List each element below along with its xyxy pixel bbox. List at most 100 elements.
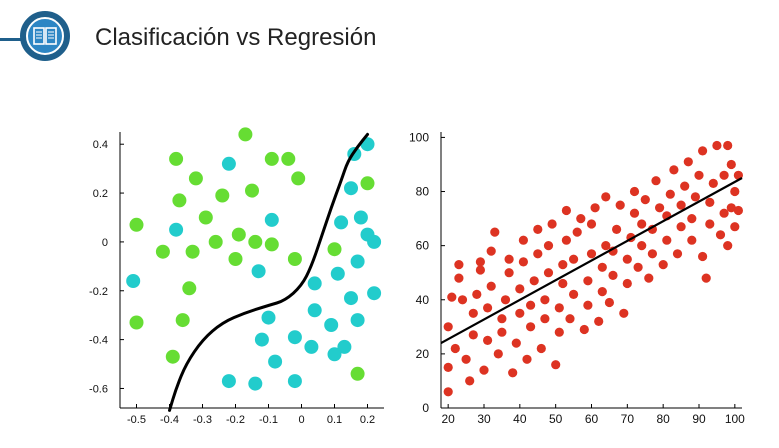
chart-2-series-1-point [629, 186, 640, 197]
chart-2-series-1-point [705, 219, 715, 229]
chart-2-series-1-point [619, 308, 629, 318]
chart-1-series-1-point [231, 227, 246, 242]
chart-2-series-1-point [486, 246, 496, 256]
chart-1-series-2-point [169, 222, 184, 237]
chart-2-series-1-point [540, 295, 550, 305]
y-tick-label: -0.4 [89, 335, 108, 347]
y-tick-label: 100 [409, 130, 429, 144]
chart-2-series-1-point [472, 289, 482, 299]
chart-2-series-1-point [483, 303, 493, 313]
chart-2-series-1-point [629, 208, 640, 218]
chart-1-series-2-point [304, 339, 319, 354]
chart-2-series-1-point [558, 260, 568, 270]
chart-2-series-1-point [504, 254, 514, 264]
chart-2-series-1-point [612, 224, 622, 234]
chart-2-series-1-point [479, 365, 489, 375]
chart-2-series-1-point [694, 170, 704, 180]
chart-1-series-1-point [169, 151, 184, 166]
chart-2-series-1-point [579, 324, 589, 335]
y-tick-label: 0 [422, 401, 429, 415]
y-tick-label: -0.2 [89, 286, 108, 298]
chart-1-series-1-point [185, 244, 200, 259]
chart-1-series-1-point [188, 171, 203, 186]
chart-1-series-2-point [353, 210, 368, 225]
chart-1-series-1-point [245, 183, 259, 198]
chart-1-series-2-point [344, 291, 358, 306]
chart-2-series-1-point [497, 314, 507, 324]
chart-1-series-2-point [287, 330, 302, 345]
chart-2-series-1-point [565, 314, 575, 324]
chart-2-series-1-point [651, 176, 661, 186]
chart-2-series-1-point [715, 230, 726, 240]
chart-2-series-1-point [536, 343, 546, 354]
chart-2-series-1-point [622, 254, 632, 264]
y-tick-label: 80 [416, 185, 430, 199]
x-tick-label: 0.1 [327, 414, 342, 426]
x-tick-label: 0.2 [360, 414, 375, 426]
chart-2-series-1-point [723, 140, 733, 151]
chart-1-series-2-point [367, 234, 382, 249]
chart-1-series-1-point [175, 313, 190, 328]
x-tick-label: 0 [298, 414, 304, 426]
chart-2-series-1-point [461, 354, 471, 364]
y-tick-label: 0 [102, 237, 108, 249]
chart-2-series-1-point [586, 219, 597, 229]
chart-1-series-2-point [254, 332, 269, 347]
chart-1-series-2-point [307, 303, 322, 318]
chart-1-series-2-point [327, 347, 342, 362]
chart-1-series-2-point [268, 354, 283, 369]
chart-2-series-1-point [719, 170, 729, 180]
header-accent-line [0, 38, 26, 41]
chart-2-series-1-point [497, 327, 507, 337]
chart-2-series-1-point [486, 281, 496, 291]
chart-2-series-1-point [583, 276, 593, 286]
chart-2-series-1-point [647, 249, 658, 259]
chart-1-series-1-point [165, 349, 180, 364]
x-tick-label: 100 [725, 412, 745, 426]
chart-2-series-1-point [622, 278, 632, 289]
x-tick-label: -0.5 [127, 414, 146, 426]
chart-2-series-1-point [468, 330, 478, 340]
chart-1-series-1-point [248, 234, 263, 249]
chart-2-series-1-point [561, 205, 572, 216]
chart-2-series-1-point [558, 278, 568, 289]
chart-1-series-2-point [307, 276, 322, 291]
chart-1-series-1-point [264, 237, 279, 252]
chart-1-series-1-point [208, 234, 223, 249]
chart-2-series-1-point [569, 289, 579, 299]
chart-2-series-1-point [730, 186, 740, 197]
y-tick-label: 60 [416, 239, 430, 253]
chart-1-series-2-point [126, 274, 141, 288]
chart-2-series-1-point [554, 303, 564, 313]
chart-2-series-1-point [726, 203, 736, 213]
x-tick-label: -0.3 [193, 414, 212, 426]
chart-1-series-1-point [327, 242, 342, 257]
chart-2-series-1-point [475, 257, 485, 267]
chart-2-series-1-point [637, 219, 647, 229]
chart-1-series-1-point [182, 281, 197, 296]
x-tick-label: -0.2 [226, 414, 245, 426]
chart-2-series-1-point [572, 227, 582, 237]
chart-2-series-1-point [533, 224, 543, 234]
chart-1-series-2-point [330, 266, 345, 281]
chart-1-series-1-point [350, 366, 365, 381]
chart-1-series-2-point [334, 215, 349, 230]
chart-2-series-1-point [543, 241, 554, 251]
chart-2-series-1-point [723, 241, 733, 251]
chart-1-series-1-point [291, 171, 306, 186]
chart-2-series-1-point [518, 235, 529, 245]
chart-2-series-1-point [493, 349, 503, 359]
chart-2-series-1-point [601, 241, 611, 251]
chart-2-series-1-point [515, 284, 525, 294]
chart-2-series-1-point [447, 292, 457, 302]
regression-line [440, 177, 743, 345]
chart-2-series-1-point [583, 300, 593, 310]
chart-2-series-1-point [608, 270, 618, 280]
chart-2-series-1-point [633, 262, 643, 272]
chart-1-series-1-point [129, 315, 144, 330]
y-tick-label: 20 [416, 347, 430, 361]
chart-2-series-1-point [669, 165, 679, 175]
chart-2-series-1-point [644, 273, 654, 283]
chart-2-series-1-point [690, 192, 701, 202]
x-tick-label: 80 [656, 412, 670, 426]
